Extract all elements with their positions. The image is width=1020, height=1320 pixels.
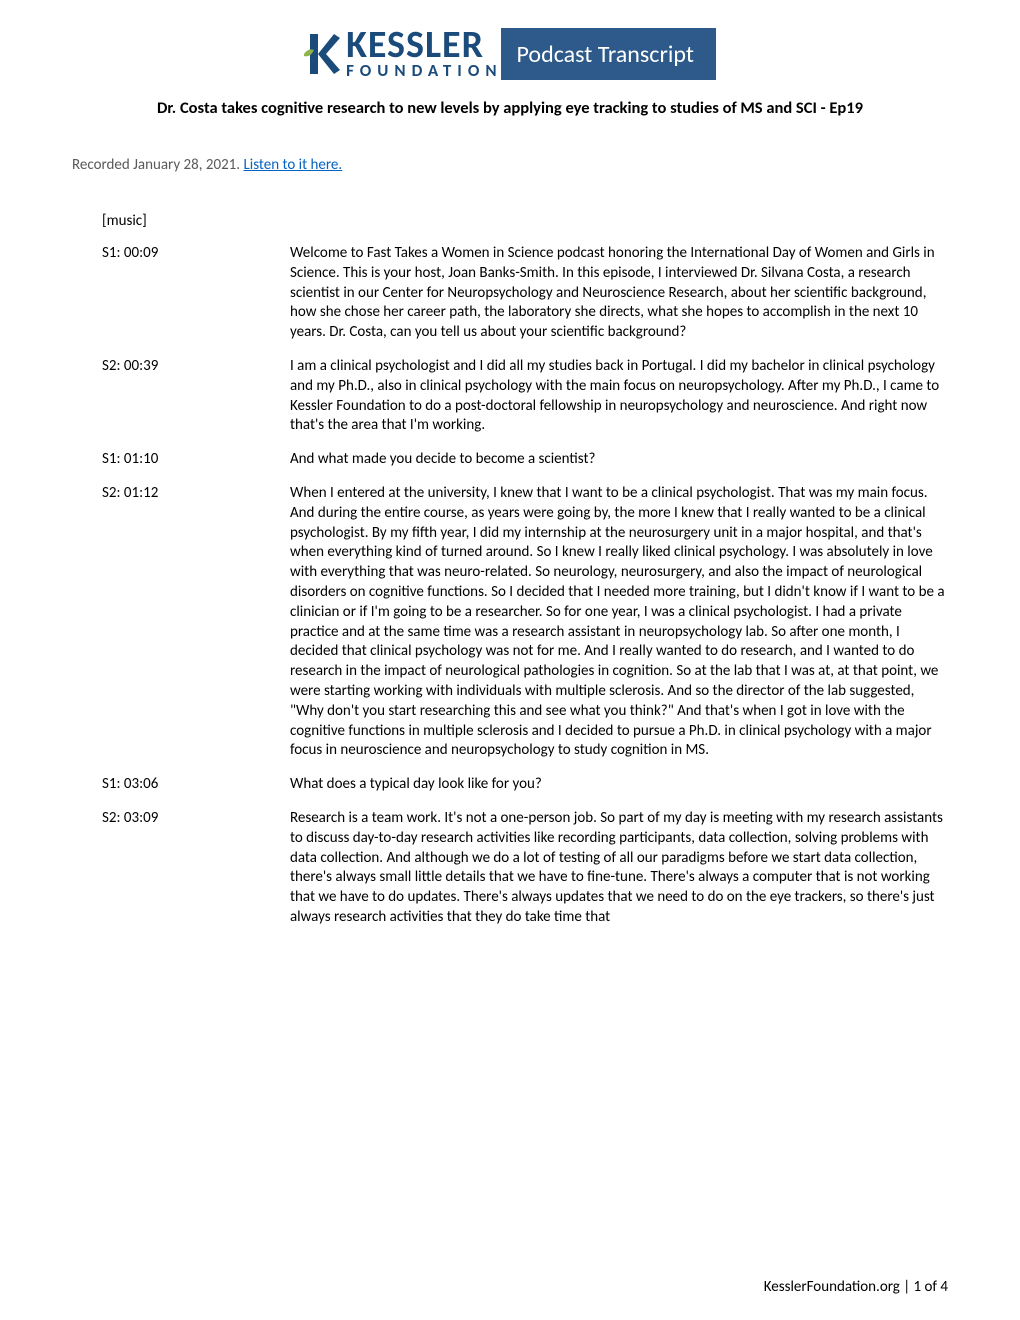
transcript-row: S2: 03:09 Research is a team work. It's … — [102, 809, 948, 928]
segment-text: When I entered at the university, I knew… — [290, 484, 948, 761]
logo: KESSLER FOUNDATION — [304, 28, 502, 80]
timestamp: S2: 03:09 — [102, 809, 290, 827]
logo-text: KESSLER FOUNDATION — [346, 30, 502, 77]
segment-text: Research is a team work. It's not a one-… — [290, 809, 948, 928]
transcript-badge: Podcast Transcript — [501, 28, 716, 80]
timestamp: S2: 01:12 — [102, 484, 290, 502]
recorded-label: Recorded — [72, 156, 133, 174]
logo-mark-icon — [304, 28, 340, 80]
segment-text: I am a clinical psychologist and I did a… — [290, 357, 948, 436]
transcript-body: [music] S1: 00:09 Welcome to Fast Takes … — [72, 212, 948, 928]
recorded-date: January 28, 2021. — [133, 156, 243, 174]
logo-line-1: KESSLER — [346, 30, 502, 61]
transcript-row: S1: 03:06 What does a typical day look l… — [102, 775, 948, 795]
recorded-line: Recorded January 28, 2021. Listen to it … — [72, 156, 948, 174]
timestamp: S1: 01:10 — [102, 450, 290, 468]
segment-text: What does a typical day look like for yo… — [290, 775, 948, 795]
transcript-row: S1: 00:09 Welcome to Fast Takes a Women … — [102, 244, 948, 343]
timestamp: S2: 00:39 — [102, 357, 290, 375]
segment-text: Welcome to Fast Takes a Women in Science… — [290, 244, 948, 343]
listen-link[interactable]: Listen to it here. — [243, 156, 342, 174]
transcript-row: S1: 01:10 And what made you decide to be… — [102, 450, 948, 470]
timestamp: S1: 03:06 — [102, 775, 290, 793]
header-banner: KESSLER FOUNDATION Podcast Transcript — [72, 28, 948, 80]
episode-title: Dr. Costa takes cognitive research to ne… — [72, 98, 948, 118]
transcript-row: S2: 00:39 I am a clinical psychologist a… — [102, 357, 948, 436]
page-footer: KesslerFoundation.org | 1 of 4 — [764, 1278, 948, 1296]
transcript-row: S2: 01:12 When I entered at the universi… — [102, 484, 948, 761]
timestamp: S1: 00:09 — [102, 244, 290, 262]
segment-text: And what made you decide to become a sci… — [290, 450, 948, 470]
logo-line-2: FOUNDATION — [346, 64, 502, 78]
music-cue: [music] — [102, 212, 948, 230]
